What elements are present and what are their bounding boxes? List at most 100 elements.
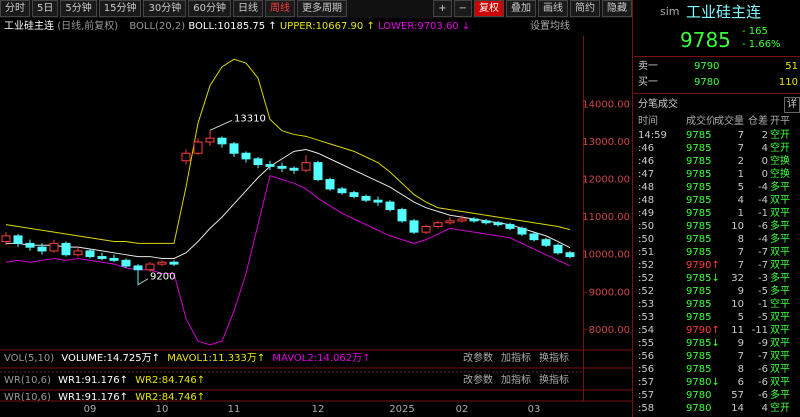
book-volume: 110 [778,77,798,88]
trade-change: 4 [761,143,768,154]
candle-body [373,199,383,203]
candle-body [73,250,83,256]
period-button[interactable]: 更多周期 [296,0,347,17]
indicator-value: BOLL:10185.75 ↑ [188,21,277,32]
x-tick-label: 12 [312,404,325,415]
trade-type: 双平 [770,208,790,219]
tool-button[interactable]: 简约 [570,0,600,17]
candle-body [1,235,11,243]
panel-button[interactable]: 换指标 [539,353,569,364]
trade-row: :52 9790↑ 7 -7 双平 [634,259,800,272]
indicator-value: LOWER:9703.60 ↓ [378,21,471,32]
period-button[interactable]: 60分钟 [188,0,231,17]
trade-type: 空开 [770,403,790,414]
trade-volume: 14 [731,403,744,414]
trade-price: 9785 [686,169,712,180]
period-button[interactable]: 日线 [232,0,263,17]
wr-header: WR(10,6) WR1:91.176↑ WR2:84.746↑ [4,391,205,401]
period-button[interactable]: 5分钟 [60,0,97,17]
trade-change: -4 [758,234,768,245]
y-tick-label: 13000.00 [582,137,630,148]
candle-body [385,201,395,211]
panel-button[interactable]: 改参数 [463,353,493,364]
trade-change: -4 [758,195,768,206]
trade-row: :53 9785 10 -1 空平 [634,298,800,311]
trade-volume: 5 [737,312,744,323]
trade-time: 14:59 [638,130,667,141]
candle-body [505,224,515,229]
panel-button[interactable]: 加指标 [501,353,531,364]
candle-body [565,252,575,258]
tool-button[interactable]: 隐藏 [602,0,632,17]
trade-type: 多平 [770,182,790,193]
trade-change: -6 [758,221,768,232]
trade-time: :50 [638,221,655,232]
tool-button[interactable]: 复权 [474,0,504,17]
candle-body [553,244,563,254]
book-price: 9790 [694,61,720,72]
panel-name: VOL(5,10) [4,353,55,364]
trade-row: :48 9785 5 -4 多平 [634,181,800,194]
trade-type: 双平 [770,247,790,258]
tool-button[interactable]: + [433,0,452,17]
trade-change: -6 [758,377,768,388]
candle-body [289,167,299,171]
info-line: 工业硅主连 (日线,前复权) BOLL(20,2) BOLL:10185.75 … [4,20,470,34]
period-button[interactable]: 分时 [0,0,30,17]
candle-body [397,209,407,222]
panel-value: WR2:84.746↑ [135,392,206,401]
boll-line [5,175,571,346]
trade-time: :50 [638,234,655,245]
trade-price: 9785 [686,234,712,245]
trade-row: :57 9780 57 -6 多平 [634,389,800,402]
trade-volume: 6 [737,377,744,388]
y-tick-label: 10000.00 [582,250,630,261]
trade-volume: 2 [737,156,744,167]
detail-button[interactable]: 详 [784,97,800,113]
trade-row: :56 9785 8 -6 双平 [634,363,800,376]
trade-price: 9790↑ [686,260,720,271]
trade-type: 多平 [770,221,790,232]
trade-price: 9785 [686,247,712,258]
trade-change: -6 [758,364,768,375]
trade-volume: 7 [737,143,744,154]
panel-button[interactable]: 加指标 [501,375,531,386]
trade-time: :58 [638,403,655,414]
trade-row: :51 9785 7 -7 双平 [634,246,800,259]
trade-price: 9785 [686,364,712,375]
trade-volume: 1 [737,208,744,219]
trade-row: :50 9785 10 -6 多平 [634,220,800,233]
toolbar: 分时 5日 5分钟 15分钟 30分钟 60分钟 日线 周线 更多周期 + − 复权 叠加 画线 简约 隐藏 [0,0,632,18]
candle-body [313,162,323,181]
trade-volume: 1 [737,169,744,180]
tool-button[interactable]: 画线 [538,0,568,17]
header-cell: 仓差 [748,116,768,127]
annotation-leader [209,119,233,131]
candle-body [49,242,59,252]
period-button[interactable]: 周线 [264,0,295,17]
panel-button[interactable]: 改参数 [463,375,493,386]
trade-time: :54 [638,325,655,336]
candle-body [13,235,23,244]
ma-setting[interactable]: 设置均线 [530,21,570,32]
trade-row: :49 9785 1 -1 双平 [634,207,800,220]
tool-button[interactable]: 叠加 [506,0,536,17]
trade-time: :57 [638,390,655,401]
candle-body [457,218,467,222]
candle-body [85,250,95,258]
panel-button[interactable]: 换指标 [539,375,569,386]
candle-body [169,261,179,265]
tool-button[interactable]: − [453,0,472,17]
panel-value: MAVOL1:11.333万↑ [167,353,266,364]
candle-body [421,226,431,233]
period-button[interactable]: 30分钟 [143,0,187,17]
boll-line [5,58,571,244]
trade-price: 9785↓ [686,273,720,284]
divider [634,56,800,57]
trade-change: -1 [758,299,768,310]
period-button[interactable]: 5日 [32,0,59,17]
x-tick-label: 02 [456,404,469,415]
trade-volume: 10 [731,221,744,232]
period-button[interactable]: 15分钟 [98,0,142,17]
trade-row: :52 9785 9 -5 多平 [634,285,800,298]
